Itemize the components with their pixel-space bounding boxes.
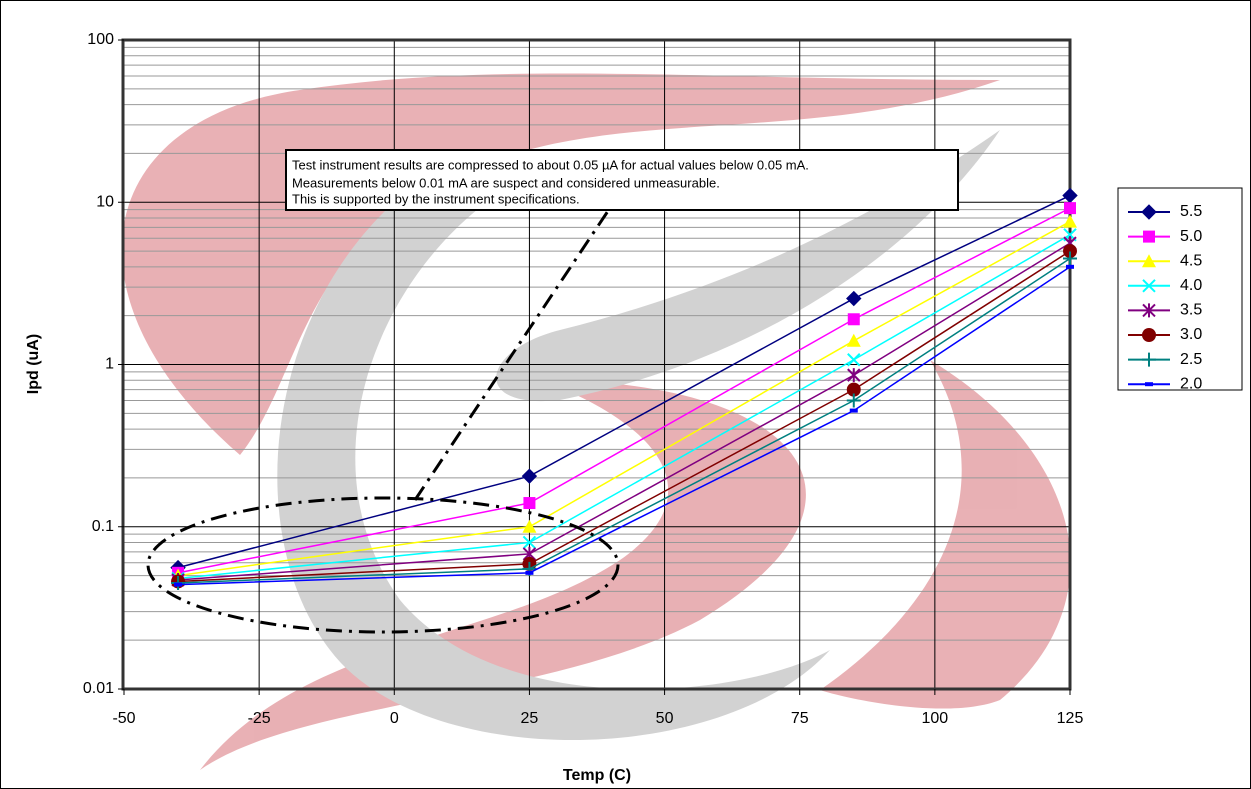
y-tick-label: 10 xyxy=(96,193,114,210)
x-tick-label: 125 xyxy=(1057,710,1084,727)
legend-marker xyxy=(1142,303,1156,318)
legend-label: 2.0 xyxy=(1180,375,1202,392)
annotation-line: This is supported by the instrument spec… xyxy=(292,191,580,206)
legend-label: 4.0 xyxy=(1180,277,1202,294)
x-tick-label: -25 xyxy=(248,710,271,727)
marker xyxy=(525,570,534,575)
legend-marker xyxy=(1142,254,1156,268)
marker xyxy=(521,468,538,484)
marker xyxy=(174,582,183,587)
marker xyxy=(1063,251,1077,266)
y-tick-label: 100 xyxy=(87,31,114,48)
marker xyxy=(846,393,861,408)
legend-box xyxy=(1117,187,1243,391)
marker xyxy=(846,382,861,397)
x-tick-label: 50 xyxy=(656,710,674,727)
legend-marker xyxy=(1145,382,1153,387)
y-axis-label: Ipd (uA) xyxy=(25,334,42,394)
legend-label: 3.0 xyxy=(1180,326,1202,343)
x-tick-label: 100 xyxy=(922,710,949,727)
marker xyxy=(522,535,537,550)
marker xyxy=(847,368,861,383)
marker xyxy=(846,333,861,347)
series-line xyxy=(178,250,1071,583)
series-line xyxy=(177,234,1071,580)
marker xyxy=(523,497,536,510)
series-line xyxy=(178,257,1071,584)
x-tick-label: 25 xyxy=(521,710,539,727)
x-axis-label: Temp (C) xyxy=(563,767,631,784)
marker xyxy=(847,353,861,367)
legend-label: 5.0 xyxy=(1180,228,1202,245)
legend-label: 2.5 xyxy=(1180,351,1202,368)
legend-label: 4.5 xyxy=(1180,252,1202,269)
marker xyxy=(1063,214,1077,228)
legend-marker xyxy=(1142,352,1156,367)
legend-marker xyxy=(1143,230,1155,243)
series-line xyxy=(177,220,1071,577)
y-tick-label: 0.1 xyxy=(92,518,114,535)
series xyxy=(170,187,1078,591)
callout-line xyxy=(413,204,614,501)
series-line xyxy=(177,207,1071,574)
marker xyxy=(847,313,860,326)
callout-ellipse xyxy=(146,496,620,634)
series-line xyxy=(178,242,1071,581)
y-tick-label: 0.01 xyxy=(83,680,114,697)
marker xyxy=(846,290,862,307)
legend-marker xyxy=(1142,279,1156,293)
series-line xyxy=(178,266,1071,586)
series-line xyxy=(177,194,1071,569)
legend-marker xyxy=(1142,328,1156,342)
annotation-line: Test instrument results are compressed t… xyxy=(292,157,809,172)
marker xyxy=(522,519,537,533)
x-tick-label: 0 xyxy=(390,710,399,727)
y-tick-label: 1 xyxy=(105,356,114,373)
legend-label: 3.5 xyxy=(1180,302,1202,319)
x-tick-label: 75 xyxy=(791,710,809,727)
legend-marker xyxy=(1141,204,1157,220)
marker xyxy=(1063,244,1077,259)
x-tick-label: -50 xyxy=(112,710,135,727)
marker xyxy=(1064,202,1076,215)
marker xyxy=(849,408,858,413)
annotation-box xyxy=(285,149,959,211)
marker xyxy=(1066,264,1074,269)
annotation-line: Measurements below 0.01 mA are suspect a… xyxy=(292,175,720,190)
legend-label: 5.5 xyxy=(1180,203,1202,220)
